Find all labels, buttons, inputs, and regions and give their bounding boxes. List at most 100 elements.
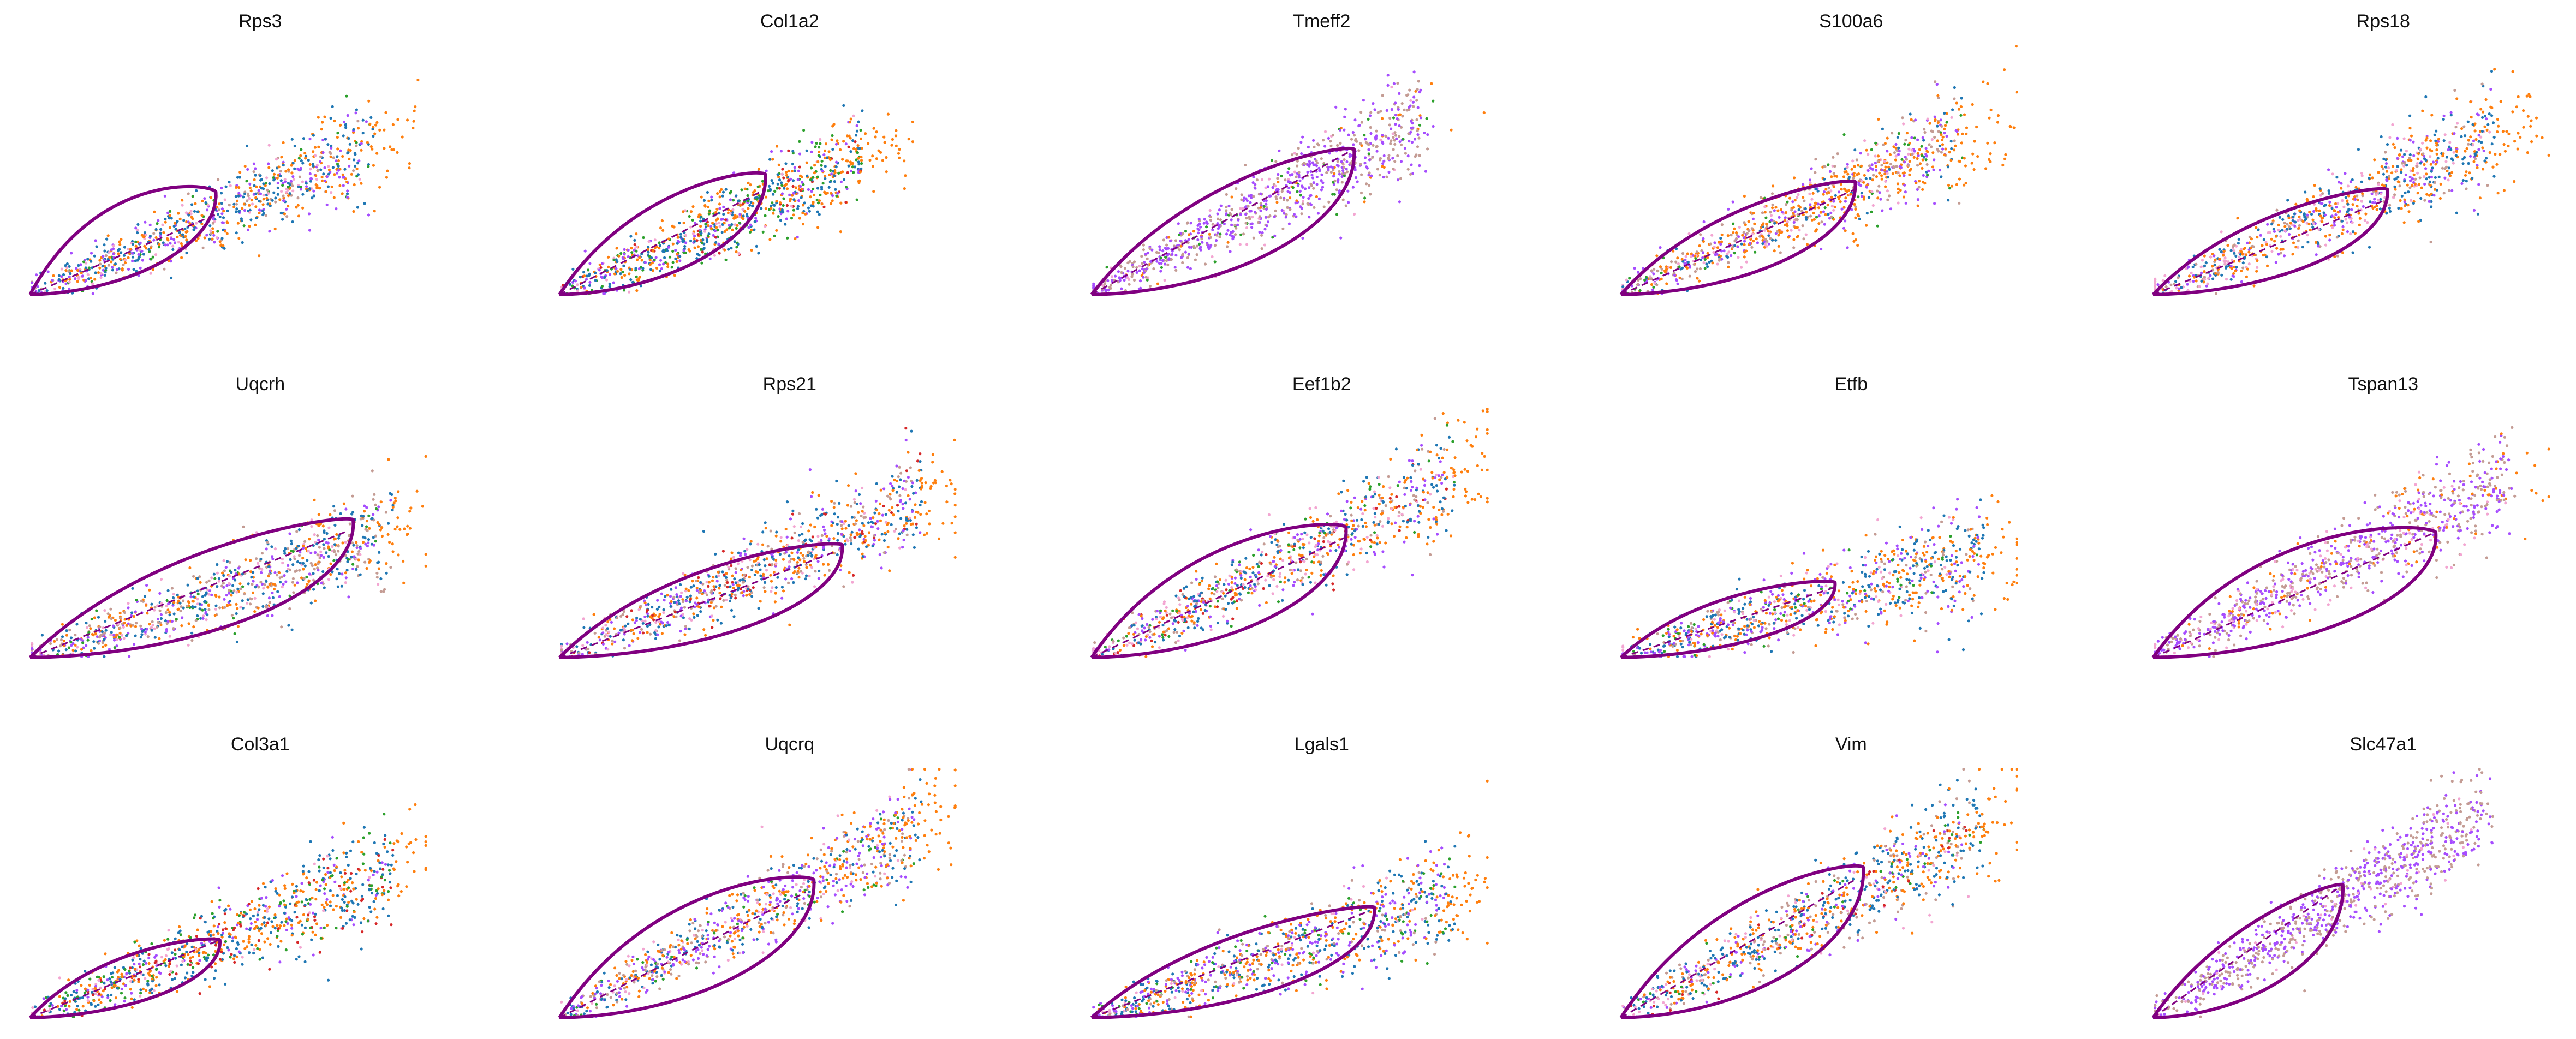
cell-point <box>64 269 68 272</box>
cell-point <box>218 606 222 610</box>
cell-point <box>1797 208 1800 212</box>
cell-point <box>244 558 247 562</box>
cell-point <box>747 181 750 184</box>
cell-point <box>741 202 744 206</box>
cell-point <box>2425 193 2429 196</box>
cell-point <box>166 238 170 242</box>
cell-point <box>1753 222 1756 225</box>
cell-point <box>807 188 810 191</box>
cell-point <box>2330 214 2334 218</box>
cell-point <box>70 269 73 272</box>
cell-point <box>2529 124 2532 128</box>
cell-point <box>1313 206 1316 209</box>
cell-point <box>1265 224 1268 228</box>
cell-point <box>1341 169 1345 172</box>
cell-point <box>1863 174 1866 177</box>
cell-point <box>293 167 296 170</box>
cell-point <box>772 208 776 212</box>
cell-point <box>315 164 319 167</box>
cell-point <box>396 516 399 520</box>
cell-point <box>752 201 755 205</box>
cell-point <box>1203 218 1206 221</box>
cell-point <box>1886 176 1889 179</box>
cell-point <box>1805 211 1808 214</box>
cell-point <box>336 155 339 158</box>
cell-point <box>1189 222 1192 225</box>
cell-point <box>1986 141 1989 145</box>
cell-point <box>378 186 381 189</box>
cell-point <box>1142 276 1145 279</box>
cell-point <box>1396 178 1400 182</box>
cell-point <box>383 128 386 132</box>
cell-point <box>635 249 638 253</box>
cell-point <box>629 278 633 282</box>
cell-point <box>718 222 721 225</box>
cell-point <box>898 156 901 159</box>
cell-point <box>1381 134 1384 137</box>
cell-point <box>1827 163 1830 166</box>
cell-point <box>1880 174 1883 177</box>
cell-point <box>226 221 229 224</box>
cell-point <box>293 144 296 148</box>
cell-point <box>1334 105 1338 109</box>
cell-point <box>857 120 860 123</box>
cell-point <box>2247 250 2251 254</box>
cell-point <box>366 141 369 144</box>
cell-point <box>424 564 427 568</box>
cell-point <box>796 235 799 239</box>
cell-point <box>1382 159 1386 163</box>
cell-point <box>583 249 587 253</box>
cell-point <box>2483 159 2486 163</box>
cell-point <box>1294 201 1297 205</box>
cell-point <box>1711 261 1714 265</box>
cell-point <box>2366 221 2369 224</box>
cell-point <box>1934 119 1937 122</box>
cell-point <box>2347 207 2351 211</box>
cell-point <box>1245 226 1249 230</box>
cell-point <box>295 206 298 209</box>
cell-point <box>104 267 108 270</box>
cell-point <box>302 137 306 140</box>
cell-point <box>1266 220 1270 224</box>
cell-point <box>2301 246 2305 249</box>
cell-point <box>208 224 212 228</box>
cell-point <box>184 235 187 238</box>
phase-portrait-panel-col1a2: Col1a2 <box>558 11 914 296</box>
cell-point <box>1924 147 1928 150</box>
cell-point <box>132 268 135 271</box>
cell-point <box>273 571 277 574</box>
cell-point <box>1173 266 1177 269</box>
cell-point <box>168 611 171 614</box>
cell-point <box>679 236 683 239</box>
cell-point <box>2467 142 2470 146</box>
cell-point <box>1197 242 1201 246</box>
cell-point <box>580 285 583 289</box>
cell-point <box>2412 202 2415 205</box>
cell-point <box>1950 184 1954 188</box>
cell-point <box>2214 272 2217 275</box>
cell-point <box>1398 92 1401 95</box>
cell-point <box>2346 210 2349 213</box>
cell-point <box>1181 261 1184 264</box>
cell-point <box>1390 127 1393 130</box>
cell-point <box>1316 212 1320 215</box>
cell-point <box>822 205 826 208</box>
cell-point <box>301 162 305 165</box>
cell-point <box>1360 173 1363 176</box>
cell-point <box>799 184 802 188</box>
cell-point <box>1249 210 1253 213</box>
cell-point <box>2346 199 2349 202</box>
cell-point <box>290 171 294 175</box>
cell-point <box>1900 158 1904 161</box>
cell-point <box>1138 279 1142 283</box>
cell-point <box>340 584 344 588</box>
cell-point <box>166 243 169 247</box>
cell-point <box>2475 151 2478 154</box>
cell-point <box>1403 146 1406 150</box>
cell-point <box>1914 118 1917 122</box>
cell-point <box>2386 143 2389 146</box>
cell-point <box>363 202 366 205</box>
cell-point <box>2479 108 2483 111</box>
cell-point <box>1867 196 1871 199</box>
cell-point <box>172 225 176 228</box>
